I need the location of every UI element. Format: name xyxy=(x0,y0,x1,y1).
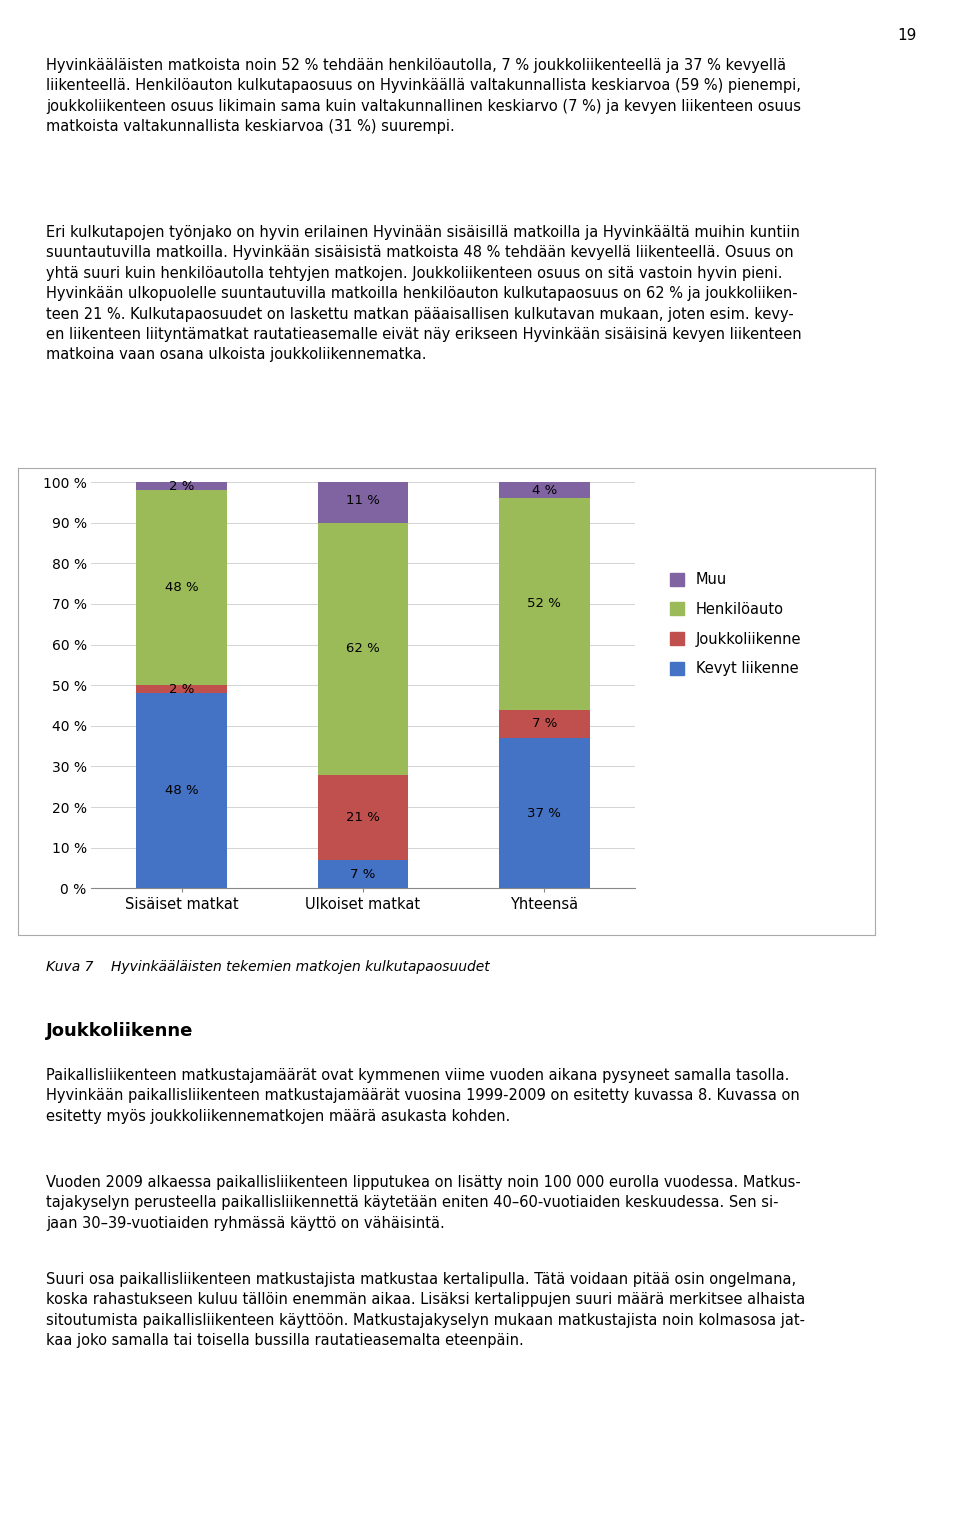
Text: 62 %: 62 % xyxy=(346,643,380,655)
Bar xyxy=(318,775,408,860)
Text: Vuoden 2009 alkaessa paikallisliikenteen lipputukea on lisätty noin 100 000 euro: Vuoden 2009 alkaessa paikallisliikenteen… xyxy=(46,1176,801,1230)
Text: Kuva 7    Hyvinkääläisten tekemien matkojen kulkutapaosuudet: Kuva 7 Hyvinkääläisten tekemien matkojen… xyxy=(46,960,490,974)
Bar xyxy=(499,709,589,738)
Text: 19: 19 xyxy=(898,27,917,43)
Bar xyxy=(318,478,408,523)
Bar xyxy=(136,491,227,685)
Text: 2 %: 2 % xyxy=(169,480,194,492)
Text: Eri kulkutapojen työnjako on hyvin erilainen Hyvinään sisäisillä matkoilla ja Hy: Eri kulkutapojen työnjako on hyvin erila… xyxy=(46,225,802,363)
Bar xyxy=(136,693,227,889)
Legend: Muu, Henkilöauto, Joukkoliikenne, Kevyt liikenne: Muu, Henkilöauto, Joukkoliikenne, Kevyt … xyxy=(669,573,802,676)
Text: 4 %: 4 % xyxy=(532,483,557,497)
Bar xyxy=(136,482,227,491)
Text: Joukkoliikenne: Joukkoliikenne xyxy=(46,1022,194,1041)
Bar xyxy=(499,498,589,709)
Text: 52 %: 52 % xyxy=(527,597,562,611)
Text: 7 %: 7 % xyxy=(350,867,375,881)
Text: Suuri osa paikallisliikenteen matkustajista matkustaa kertalipulla. Tätä voidaan: Suuri osa paikallisliikenteen matkustaji… xyxy=(46,1271,805,1349)
Bar xyxy=(136,685,227,693)
Bar xyxy=(318,523,408,775)
Text: 48 %: 48 % xyxy=(165,582,199,594)
Text: 11 %: 11 % xyxy=(346,494,380,507)
Text: 21 %: 21 % xyxy=(346,811,380,823)
Text: Hyvinkääläisten matkoista noin 52 % tehdään henkilöautolla, 7 % joukkoliikenteel: Hyvinkääläisten matkoista noin 52 % tehd… xyxy=(46,58,801,134)
Bar xyxy=(499,738,589,889)
Bar xyxy=(499,482,589,498)
Text: Paikallisliikenteen matkustajamäärät ovat kymmenen viime vuoden aikana pysyneet : Paikallisliikenteen matkustajamäärät ova… xyxy=(46,1068,800,1124)
Text: 2 %: 2 % xyxy=(169,682,194,696)
Text: 48 %: 48 % xyxy=(165,784,199,797)
Text: 7 %: 7 % xyxy=(532,717,557,731)
Text: 37 %: 37 % xyxy=(527,807,562,820)
Bar xyxy=(318,860,408,889)
